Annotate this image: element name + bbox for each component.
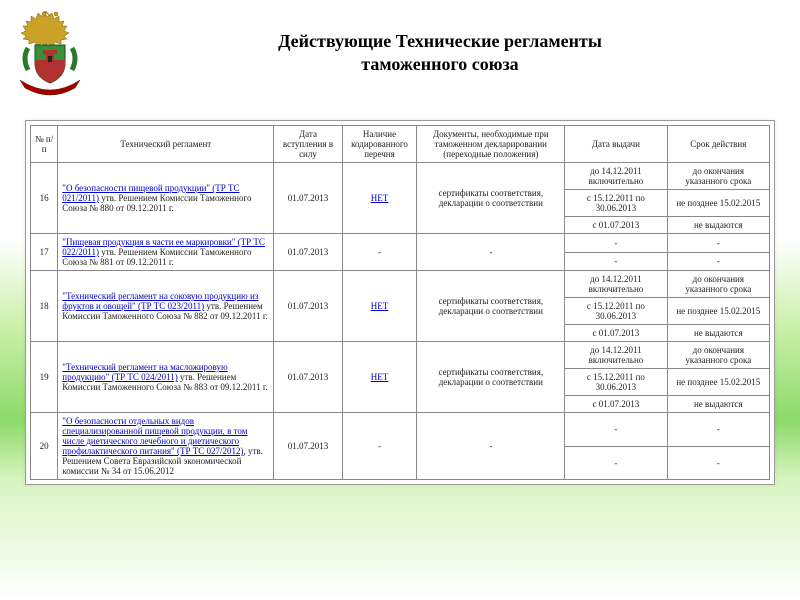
cell-docs: -: [417, 234, 565, 271]
code-link[interactable]: НЕТ: [371, 193, 389, 203]
table-header-row: № п/п Технический регламент Дата вступле…: [31, 126, 770, 163]
cell-date: 01.07.2013: [274, 163, 342, 234]
cell-term: -: [667, 234, 769, 253]
cell-issue: -: [565, 413, 667, 447]
cell-issue: с 15.12.2011 по 30.06.2013: [565, 190, 667, 217]
table-row: 20"О безопасности отдельных видов специа…: [31, 413, 770, 447]
cell-regulation: "Технический регламент на соковую продук…: [58, 271, 274, 342]
cell-issue: с 15.12.2011 по 30.06.2013: [565, 298, 667, 325]
cell-issue: до 14.12.2011 включительно: [565, 342, 667, 369]
col-code: Наличие кодированного перечня: [342, 126, 417, 163]
cell-term: -: [667, 446, 769, 480]
cell-number: 20: [31, 413, 58, 480]
cell-regulation: "Технический регламент на масложировую п…: [58, 342, 274, 413]
coat-of-arms-logo: [10, 10, 90, 100]
table-row: 19"Технический регламент на масложировую…: [31, 342, 770, 369]
col-number: № п/п: [31, 126, 58, 163]
cell-term: не позднее 15.02.2015: [667, 369, 769, 396]
cell-number: 19: [31, 342, 58, 413]
cell-code: -: [342, 234, 417, 271]
cell-docs: -: [417, 413, 565, 480]
regulation-link[interactable]: "О безопасности отдельных видов специали…: [62, 416, 247, 456]
code-dash: -: [378, 247, 381, 257]
cell-term: не выдаются: [667, 217, 769, 234]
cell-term: до окончания указанного срока: [667, 163, 769, 190]
cell-term: не выдаются: [667, 325, 769, 342]
code-dash: -: [378, 441, 381, 451]
cell-code: -: [342, 413, 417, 480]
cell-issue: с 01.07.2013: [565, 325, 667, 342]
code-link[interactable]: НЕТ: [371, 301, 389, 311]
cell-number: 18: [31, 271, 58, 342]
cell-number: 17: [31, 234, 58, 271]
cell-issue: -: [565, 446, 667, 480]
cell-term: до окончания указанного срока: [667, 342, 769, 369]
cell-date: 01.07.2013: [274, 271, 342, 342]
table-row: 18"Технический регламент на соковую прод…: [31, 271, 770, 298]
cell-term: -: [667, 413, 769, 447]
cell-docs: сертификаты соответствия, декларации о с…: [417, 163, 565, 234]
cell-term: не позднее 15.02.2015: [667, 190, 769, 217]
col-docs: Документы, необходимые при таможенном де…: [417, 126, 565, 163]
cell-date: 01.07.2013: [274, 413, 342, 480]
regulations-table: № п/п Технический регламент Дата вступле…: [30, 125, 770, 480]
title-line-1: Действующие Технические регламенты: [100, 30, 780, 53]
cell-regulation: "Пищевая продукция в части ее маркировки…: [58, 234, 274, 271]
cell-issue: до 14.12.2011 включительно: [565, 271, 667, 298]
cell-issue: до 14.12.2011 включительно: [565, 163, 667, 190]
cell-docs: сертификаты соответствия, декларации о с…: [417, 342, 565, 413]
cell-issue: -: [565, 234, 667, 253]
col-issue: Дата выдачи: [565, 126, 667, 163]
cell-issue: с 15.12.2011 по 30.06.2013: [565, 369, 667, 396]
page-title: Действующие Технические регламенты тамож…: [100, 10, 780, 77]
cell-code: НЕТ: [342, 271, 417, 342]
code-link[interactable]: НЕТ: [371, 372, 389, 382]
cell-issue: с 01.07.2013: [565, 396, 667, 413]
cell-code: НЕТ: [342, 163, 417, 234]
col-regulation: Технический регламент: [58, 126, 274, 163]
cell-code: НЕТ: [342, 342, 417, 413]
cell-term: не позднее 15.02.2015: [667, 298, 769, 325]
table-row: 17"Пищевая продукция в части ее маркиров…: [31, 234, 770, 253]
regulations-table-container: № п/п Технический регламент Дата вступле…: [25, 120, 775, 485]
cell-regulation: "О безопасности отдельных видов специали…: [58, 413, 274, 480]
cell-docs: сертификаты соответствия, декларации о с…: [417, 271, 565, 342]
cell-issue: -: [565, 252, 667, 271]
cell-term: -: [667, 252, 769, 271]
cell-number: 16: [31, 163, 58, 234]
cell-issue: с 01.07.2013: [565, 217, 667, 234]
title-line-2: таможенного союза: [100, 53, 780, 76]
cell-term: не выдаются: [667, 396, 769, 413]
col-term: Срок действия: [667, 126, 769, 163]
cell-date: 01.07.2013: [274, 234, 342, 271]
col-date: Дата вступления в силу: [274, 126, 342, 163]
cell-date: 01.07.2013: [274, 342, 342, 413]
cell-regulation: "О безопасности пищевой продукции" (ТР Т…: [58, 163, 274, 234]
table-row: 16"О безопасности пищевой продукции" (ТР…: [31, 163, 770, 190]
cell-term: до окончания указанного срока: [667, 271, 769, 298]
